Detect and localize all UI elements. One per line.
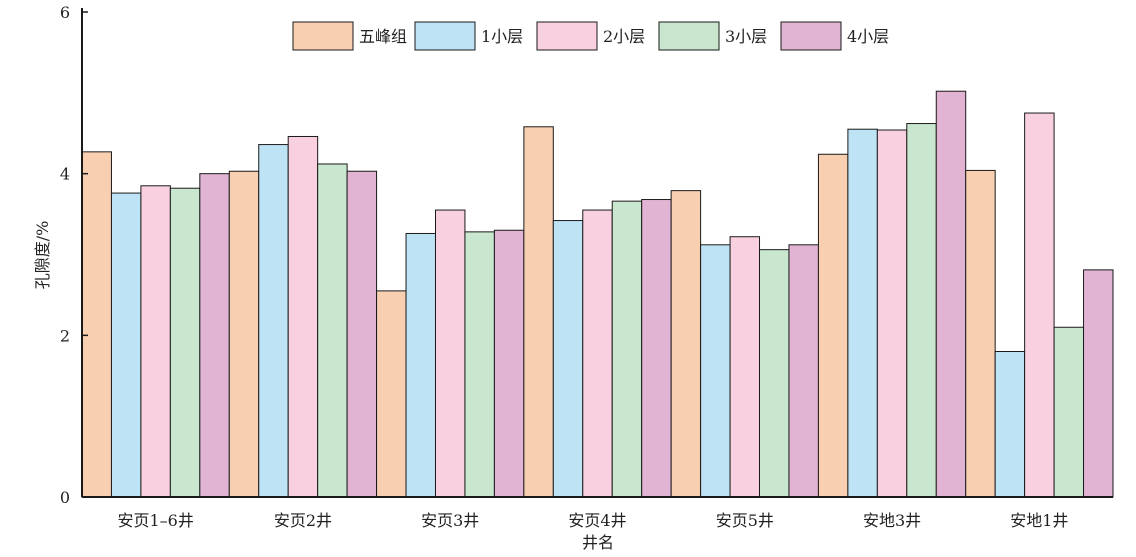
bar (140, 185, 171, 498)
bar (611, 200, 643, 498)
bar (670, 190, 702, 498)
x-tick-label: 安地3井 (863, 511, 921, 530)
bar (552, 220, 584, 498)
x-tick-label: 安地1井 (1010, 511, 1068, 530)
bar (317, 163, 348, 498)
x-tick-label: 安页2井 (274, 511, 332, 530)
bar (582, 209, 613, 498)
bar (729, 236, 761, 498)
bar (641, 199, 672, 498)
y-tick-label: 2 (60, 326, 70, 345)
x-tick-label: 安页4井 (568, 511, 626, 530)
bar (258, 144, 289, 498)
bar (228, 170, 260, 498)
legend-swatch (780, 21, 842, 51)
bar (994, 351, 1026, 498)
y-tick-label: 0 (60, 488, 70, 507)
y-axis-title: 孔隙度/% (33, 221, 52, 290)
bar (169, 187, 201, 498)
bar (847, 128, 878, 498)
bar (935, 90, 967, 498)
legend-swatch (414, 21, 476, 51)
x-tick-label: 安页5井 (716, 511, 774, 530)
bar (1024, 112, 1055, 498)
bar (700, 244, 731, 498)
legend-swatch (292, 21, 354, 51)
bar (906, 123, 937, 498)
legend-label: 3小层 (725, 27, 767, 46)
bar (1053, 326, 1085, 498)
legend-swatch (658, 21, 720, 51)
bar (434, 209, 466, 498)
axes-layer: 安页1–6井 安页2井 安页3井 安页4井 安页5井 安地3井 安地1井 0 2 4 6 (60, 3, 1113, 530)
bar (817, 153, 849, 498)
legend: 五峰组 1小层 2小层 3小层 4小层 (292, 21, 889, 51)
bar (1083, 269, 1114, 498)
bar (199, 173, 230, 498)
x-tick-label: 安页3井 (421, 511, 479, 530)
bar (759, 249, 790, 498)
bar (346, 170, 378, 498)
bar (110, 192, 142, 498)
legend-swatch (536, 21, 598, 51)
bar (81, 151, 112, 498)
legend-label: 4小层 (847, 27, 889, 46)
x-tick-label: 安页1–6井 (117, 511, 193, 530)
y-tick-label: 6 (60, 3, 70, 22)
legend-label: 1小层 (481, 27, 523, 46)
bar (523, 126, 554, 498)
bar (876, 129, 908, 498)
bar (493, 229, 525, 498)
legend-label: 2小层 (603, 27, 645, 46)
bar (376, 290, 407, 498)
bars-layer (81, 90, 1114, 498)
legend-label: 五峰组 (359, 27, 407, 46)
y-tick-label: 4 (60, 165, 70, 184)
bar (464, 231, 495, 498)
bar (965, 169, 996, 498)
x-axis-title: 井名 (582, 533, 614, 552)
bar (405, 232, 436, 498)
bar (287, 135, 319, 498)
bar (788, 244, 819, 498)
